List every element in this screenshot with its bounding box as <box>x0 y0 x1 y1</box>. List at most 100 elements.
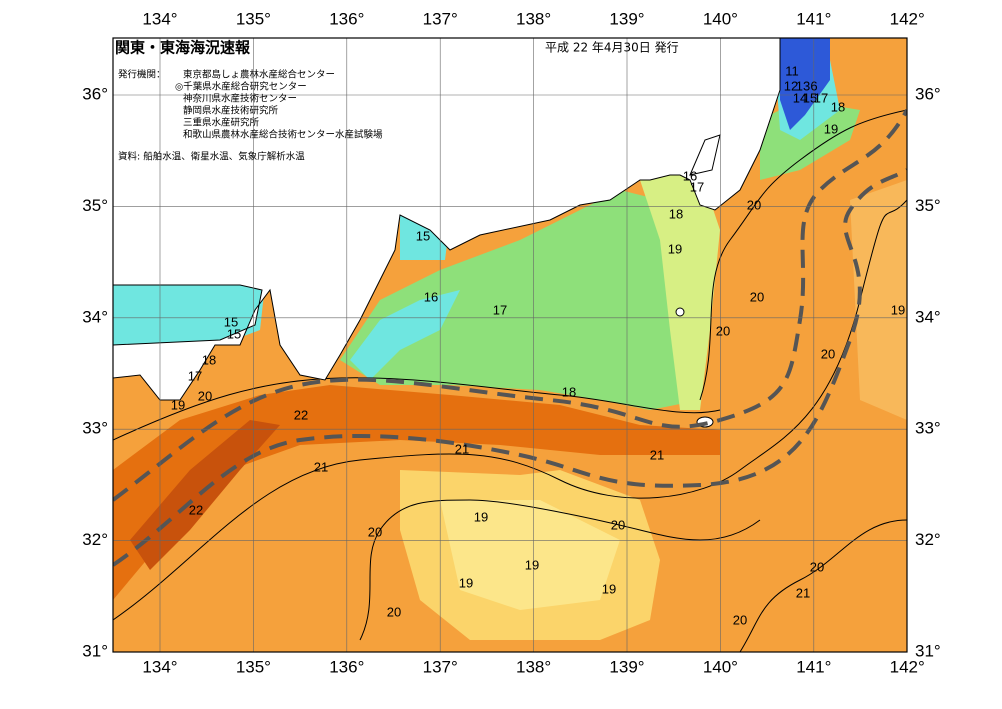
longitude-label: 135° <box>236 657 271 676</box>
issue-date: 平成 22 年4月30日 発行 <box>545 41 679 55</box>
graticule <box>113 38 907 652</box>
contour-label: 11 <box>785 63 799 78</box>
contour-label: 19 <box>474 509 488 524</box>
latitude-label: 36° <box>915 84 941 103</box>
contour-label: 20 <box>750 289 764 304</box>
land <box>113 38 781 401</box>
longitude-label: 139° <box>609 9 644 28</box>
longitude-label: 139° <box>609 657 644 676</box>
longitude-label: 142° <box>890 9 925 28</box>
contour-label: 15 <box>803 90 817 105</box>
contour-label: 21 <box>650 447 664 462</box>
latitude-label: 33° <box>915 419 941 438</box>
title: 関東・東海海況速報 <box>115 39 251 57</box>
temp-zone <box>350 290 460 380</box>
contour-label: 17 <box>690 179 704 194</box>
contour-label: 19 <box>525 557 539 572</box>
island <box>675 307 685 317</box>
issuer: 神奈川県水産技術センター <box>183 93 297 105</box>
contour-label: 20 <box>198 388 212 403</box>
kuroshio-edge <box>113 168 907 567</box>
contour-label: 19 <box>459 575 473 590</box>
latitude-label: 35° <box>915 196 941 215</box>
contour-label: 15 <box>416 228 430 243</box>
longitude-label: 138° <box>516 9 551 28</box>
contour-label: 19 <box>668 241 682 256</box>
latitude-label: 36° <box>82 84 108 103</box>
contour-label: 20 <box>810 559 824 574</box>
contour-label: 15 <box>224 314 238 329</box>
longitude-label: 136° <box>329 657 364 676</box>
latitude-label: 34° <box>82 307 108 326</box>
contour-label: 21 <box>455 441 469 456</box>
contour-label: 17 <box>188 368 202 383</box>
source: 資料: 船舶水温、衛星水温、気象庁解析水温 <box>118 151 305 163</box>
contour-label: 20 <box>611 517 625 532</box>
longitude-label: 140° <box>703 9 738 28</box>
longitude-label: 137° <box>423 657 458 676</box>
longitude-label: 134° <box>142 9 177 28</box>
contour-label: 17 <box>493 302 507 317</box>
contour-label: 19 <box>602 581 616 596</box>
contour-label: 20 <box>716 323 730 338</box>
longitude-label: 142° <box>890 657 925 676</box>
contour-label: 16 <box>424 289 438 304</box>
issuer: 三重県水産研究所 <box>183 117 260 129</box>
issuer: ◎千葉県水産総合研究センター <box>175 81 307 93</box>
contour-label: 17 <box>814 90 828 105</box>
contour-label: 18 <box>669 206 683 221</box>
contour-label: 18 <box>831 99 845 114</box>
latitude-label: 33° <box>82 419 108 438</box>
contour-label: 19 <box>171 397 185 412</box>
contour-label: 12 <box>784 78 798 93</box>
contour-label: 6 <box>810 78 817 93</box>
longitude-label: 140° <box>703 657 738 676</box>
temp-zone <box>340 190 700 410</box>
longitude-label: 141° <box>796 657 831 676</box>
temp-zone <box>440 500 620 610</box>
issuer: 東京都島しょ農林水産総合センター <box>183 69 335 81</box>
contour-line <box>113 377 721 441</box>
issuer: 和歌山県農林水産総合技術センター水産試験場 <box>183 129 383 141</box>
issuer: 静岡県水産技術研究所 <box>183 105 279 117</box>
contour-label: 16 <box>683 168 697 183</box>
longitude-label: 135° <box>236 9 271 28</box>
contour-label: 20 <box>387 604 401 619</box>
contour-line <box>113 199 907 621</box>
temp-zone <box>640 170 720 410</box>
issuers-label: 発行機関： <box>118 69 166 81</box>
land <box>689 134 721 176</box>
temp-zone <box>130 420 280 570</box>
contour-line <box>699 109 907 401</box>
contour-line <box>359 499 761 641</box>
contour-label: 22 <box>294 407 308 422</box>
contour-label: 20 <box>747 197 761 212</box>
temp-zone <box>113 285 265 345</box>
longitude-label: 141° <box>796 9 831 28</box>
contour-label: 13 <box>796 78 810 93</box>
temp-zone <box>850 180 907 420</box>
contour-label: 19 <box>891 302 905 317</box>
longitude-label: 136° <box>329 9 364 28</box>
frame <box>112 37 908 653</box>
latitude-label: 35° <box>82 196 108 215</box>
kuroshio <box>113 109 907 567</box>
contour-line <box>739 519 907 652</box>
contour-label: 21 <box>796 585 810 600</box>
sea-temperature-map <box>113 38 907 652</box>
latitude-label: 31° <box>82 641 108 660</box>
contour-label: 18 <box>562 384 576 399</box>
contour-label: 14 <box>793 90 807 105</box>
contour-label: 18 <box>202 352 216 367</box>
longitude-label: 138° <box>516 657 551 676</box>
contour-label: 15 <box>227 326 241 341</box>
contour-label: 20 <box>368 524 382 539</box>
contour-label: 20 <box>733 612 747 627</box>
latitude-label: 34° <box>915 307 941 326</box>
contour-label: 21 <box>314 459 328 474</box>
contour-label: 22 <box>189 502 203 517</box>
latitude-label: 31° <box>915 641 941 660</box>
temp-zone <box>780 38 830 130</box>
